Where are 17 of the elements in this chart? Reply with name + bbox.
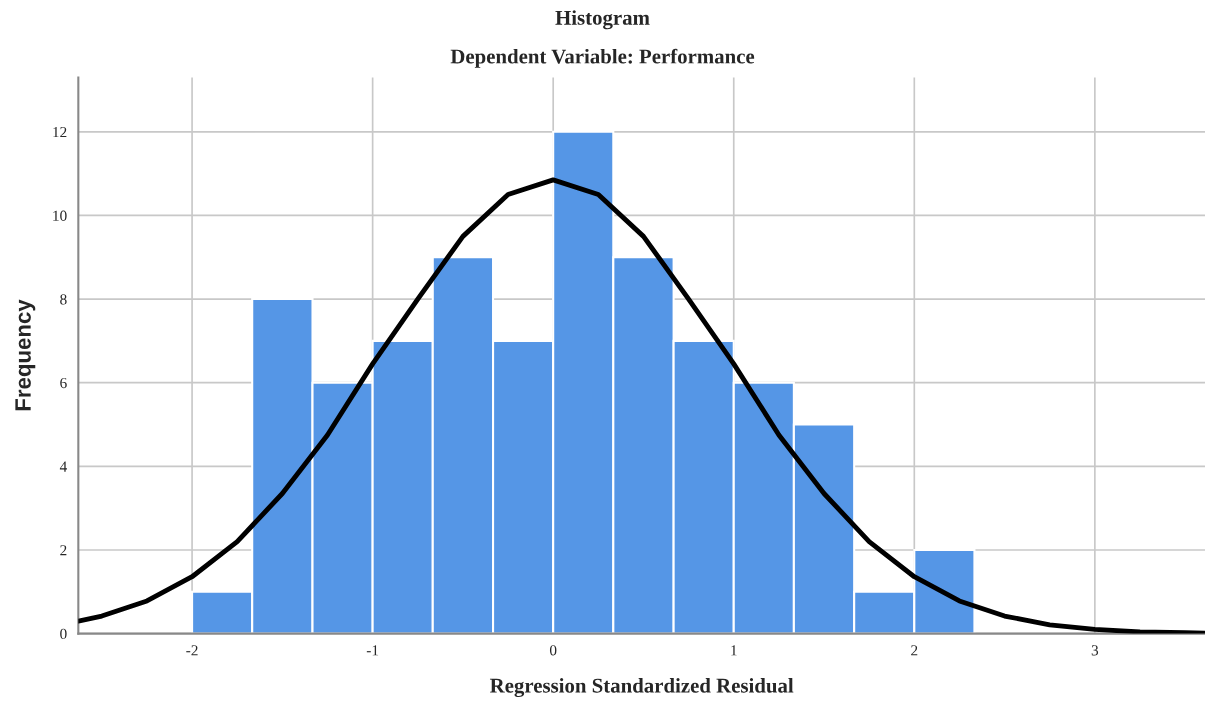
x-tick-label: 0	[549, 645, 557, 656]
y-tick-label: 8	[60, 294, 67, 305]
y-axis-title: Frequency	[15, 299, 36, 411]
chart-subtitle: Dependent Variable: Performance	[450, 48, 755, 68]
x-tick-label: 2	[911, 645, 918, 656]
y-tick-label: 4	[59, 461, 67, 472]
y-tick-label: 10	[53, 210, 67, 221]
y-tick-label: 0	[60, 628, 67, 640]
x-tick-label: 1	[731, 645, 737, 656]
x-tick-label: -1	[366, 645, 379, 656]
x-axis-title: Regression Standardized Residual	[489, 678, 794, 698]
y-tick-label: 6	[60, 377, 67, 389]
chart-title: Histogram	[555, 10, 650, 30]
y-tick-label: 12	[53, 126, 67, 138]
y-tick-label: 2	[60, 545, 67, 556]
x-tick-label: 3	[1091, 645, 1099, 656]
x-tick-label: -2	[186, 645, 198, 656]
